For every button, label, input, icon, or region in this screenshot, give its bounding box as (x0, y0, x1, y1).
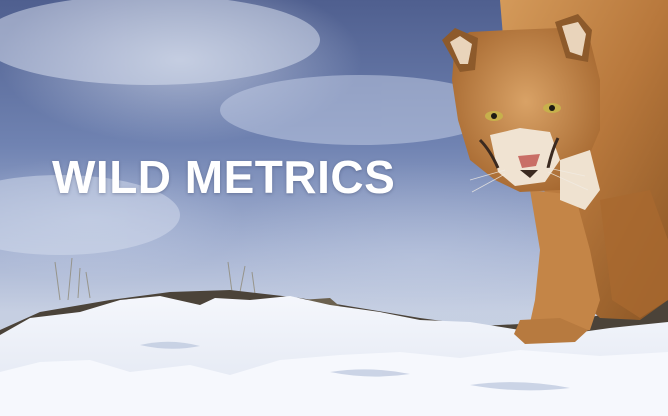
dry-grass (54, 257, 256, 301)
cougar (442, 0, 668, 344)
clouds (0, 0, 500, 255)
snow-shadows (140, 341, 570, 391)
hero-title: WILD METRICS (52, 151, 396, 203)
